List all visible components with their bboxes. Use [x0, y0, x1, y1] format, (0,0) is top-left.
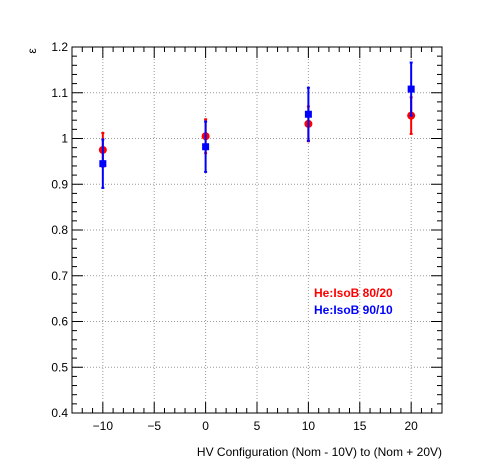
x-tick-label: 5 — [254, 419, 261, 433]
y-tick-label: 1 — [61, 132, 68, 146]
x-tick-label: 0 — [202, 419, 209, 433]
y-axis-label: ε — [25, 48, 39, 54]
y-tick-label: 0.6 — [51, 315, 68, 329]
x-tick-label: 20 — [404, 419, 418, 433]
data-point-square — [99, 160, 107, 168]
data-point-square — [304, 110, 312, 118]
y-tick-label: 1.2 — [51, 40, 68, 54]
axis-ticks — [71, 46, 443, 414]
y-tick-label: 0.7 — [51, 269, 68, 283]
legend-entry-90-10: He:IsoB 90/10 — [314, 303, 393, 317]
x-tick-label: −5 — [147, 419, 161, 433]
y-tick-labels: 0.4 0.5 0.6 0.7 0.8 0.9 1 1.1 1.2 — [51, 40, 68, 420]
data-point-square — [407, 85, 415, 93]
x-tick-labels: −10 −5 0 5 10 15 20 — [93, 419, 419, 433]
data-marks — [98, 61, 416, 189]
y-tick-label: 0.5 — [51, 360, 68, 374]
legend: He:IsoB 80/20 He:IsoB 90/10 — [314, 286, 393, 317]
data-point-square — [202, 143, 210, 151]
x-axis-label: HV Configuration (Nom - 10V) to (Nom + 2… — [197, 445, 442, 459]
grid — [72, 46, 442, 414]
y-tick-label: 0.4 — [51, 406, 68, 420]
x-tick-label: −10 — [93, 419, 114, 433]
x-tick-label: 15 — [353, 419, 367, 433]
y-tick-label: 0.8 — [51, 223, 68, 237]
legend-entry-80-20: He:IsoB 80/20 — [314, 286, 393, 300]
y-tick-label: 1.1 — [51, 86, 68, 100]
x-tick-label: 10 — [302, 419, 316, 433]
y-tick-label: 0.9 — [51, 177, 68, 191]
